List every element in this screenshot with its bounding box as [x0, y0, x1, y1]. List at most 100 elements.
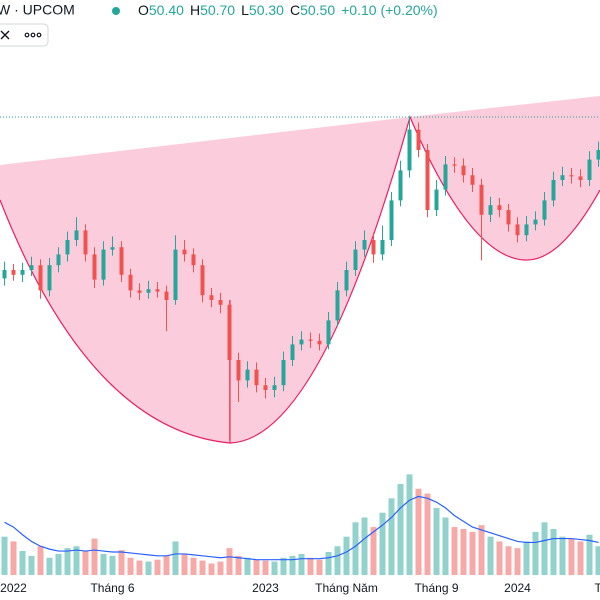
volume-bar	[334, 546, 341, 575]
volume-bar	[208, 563, 215, 575]
volume-bar	[226, 548, 233, 575]
candle-body	[344, 270, 349, 291]
candle-body	[218, 300, 223, 305]
volume-bar	[496, 541, 503, 575]
field-label: H	[190, 2, 200, 18]
volume-bar	[460, 529, 467, 575]
candle-body	[578, 176, 583, 180]
volume-bar	[532, 531, 539, 575]
volume-bar	[1, 536, 8, 575]
cup-fill	[0, 96, 600, 443]
volume-bar	[550, 529, 557, 575]
volume-bar	[190, 557, 197, 575]
candle-body	[479, 184, 484, 215]
candle-body	[596, 150, 600, 160]
x-tick-label: Tháng 6	[90, 581, 134, 595]
field-value: 50.50	[300, 2, 335, 18]
candle-body	[209, 295, 214, 300]
candle-body	[164, 291, 169, 300]
volume-bar	[388, 498, 395, 575]
candle-body	[506, 210, 511, 225]
volume-bar	[559, 536, 566, 575]
candle-body	[65, 240, 70, 255]
candle-body	[353, 249, 358, 270]
candle-body	[182, 249, 187, 255]
more-icon[interactable]	[24, 32, 42, 38]
candle-body	[20, 270, 25, 275]
candle-body	[83, 230, 88, 255]
x-tick-label: Th	[595, 581, 600, 595]
ohlc: O50.40 H50.70 L50.30 C50.50 +0.10 (+0.20%)	[138, 2, 438, 18]
volume-bar	[55, 553, 62, 575]
candle-body	[533, 219, 538, 225]
candle-body	[560, 175, 565, 180]
candle-body	[92, 254, 97, 280]
volume-bar	[199, 560, 206, 575]
field-label: C	[290, 2, 300, 18]
volume-bar	[307, 557, 314, 575]
candle-body	[38, 265, 43, 291]
candle-body	[119, 247, 124, 275]
volume-bar	[424, 493, 431, 575]
volume-bar	[397, 483, 404, 575]
candle-body	[542, 200, 547, 220]
volume-bar	[10, 541, 17, 575]
candle-body	[236, 360, 241, 381]
volume-bar	[415, 488, 422, 575]
field-label: O	[138, 2, 149, 18]
candle-body	[398, 170, 403, 201]
volume-bar	[406, 474, 413, 575]
pattern-drawing	[0, 96, 600, 444]
candle-body	[281, 360, 286, 386]
field-value: 50.40	[149, 2, 184, 18]
volume-bar	[577, 541, 584, 575]
volume-bar	[370, 527, 377, 575]
volume-bar	[541, 522, 548, 575]
candle-body	[380, 240, 385, 255]
volume-bar	[82, 551, 89, 575]
candle-body	[497, 205, 502, 210]
candle-body	[227, 304, 232, 360]
candle-body	[443, 164, 448, 190]
candle-body	[155, 289, 160, 292]
volume-bar	[568, 538, 575, 575]
volume-bar	[118, 550, 125, 575]
x-tick-label: 2023	[252, 581, 279, 595]
volume-bar	[181, 553, 188, 575]
candle-body	[335, 290, 340, 321]
field-value: 50.30	[249, 2, 284, 18]
candle-body	[29, 265, 34, 270]
volume-bar	[109, 555, 116, 575]
candle-body	[191, 254, 196, 266]
candle-body	[371, 240, 376, 255]
volume-bar	[361, 517, 368, 575]
toolbar	[0, 23, 49, 47]
header-bg	[0, 0, 440, 22]
volume-bar	[100, 553, 107, 575]
volume-bar	[523, 541, 530, 575]
candle-body	[569, 175, 574, 177]
volume-bar	[469, 531, 476, 575]
candle-body	[425, 150, 430, 210]
volume-bar	[298, 553, 305, 575]
field-value: 50.70	[200, 2, 235, 18]
candle-body	[11, 270, 16, 275]
volume-bar	[154, 559, 161, 575]
candle-body	[407, 129, 412, 171]
volume-bar	[244, 557, 251, 575]
candle-body	[434, 189, 439, 210]
volume-bar	[352, 522, 359, 575]
volume-bar	[19, 551, 26, 575]
candle-body	[416, 129, 421, 150]
candle-body	[128, 274, 133, 291]
volume-bar	[172, 541, 179, 575]
volume-bar	[64, 548, 71, 575]
cup-outline	[0, 115, 600, 444]
volume-bar	[28, 555, 35, 575]
volume-bar	[136, 560, 143, 575]
candle-body	[272, 385, 277, 390]
legend-header: W · UPCOM O50.40 H50.70 L50.30 C50.50 +0.10 …	[0, 0, 440, 47]
symbol: W · UPCOM	[0, 2, 75, 18]
close-icon[interactable]	[0, 30, 10, 40]
candle-body	[101, 249, 106, 280]
